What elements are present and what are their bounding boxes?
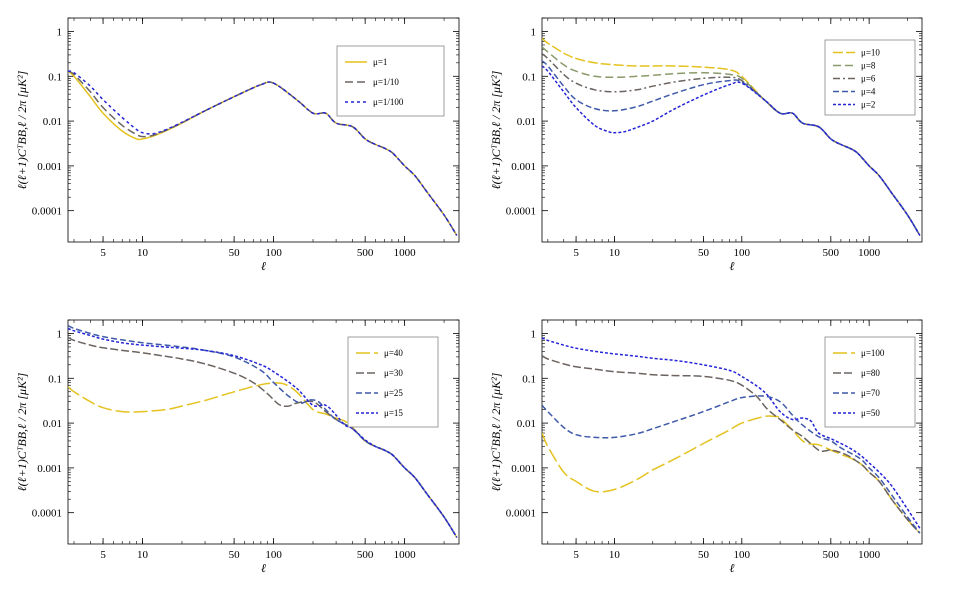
plot-frame	[541, 17, 923, 243]
x-tick-label: 10	[609, 247, 621, 259]
y-axis-label: ℓ(ℓ+1)CᵀBB,ℓ / 2π [μK²]	[489, 372, 503, 491]
x-tick-label: 50	[698, 247, 710, 259]
legend-entry: μ=1/10	[373, 77, 399, 87]
x-tick-label: 5	[573, 549, 579, 561]
legend: μ=1 μ=1/10 μ=1/100	[336, 45, 445, 117]
y-tick-label: 0.001	[511, 463, 536, 475]
plot-frame	[67, 319, 460, 545]
y-tick-label: 0.1	[48, 373, 62, 385]
y-axis-label: ℓ(ℓ+1)CᵀBB,ℓ / 2π [μK²]	[15, 372, 29, 491]
y-tick-label: 0.0001	[32, 206, 62, 218]
x-tick-label: 500	[823, 549, 840, 561]
chart-panel-top-left: 5 10 50 100 500 1000 0.0001 0.001 0.01 0.1 1 ℓ ℓ(ℓ+1…	[15, 17, 460, 273]
y-tick-label: 0.001	[511, 161, 536, 173]
y-tick-label: 1	[57, 26, 63, 38]
y-tick-label: 0.01	[43, 116, 62, 128]
series-line	[542, 395, 921, 534]
legend-entry: μ=1/100	[373, 97, 404, 107]
x-tick-label: 10	[137, 549, 149, 561]
x-tick-label: 1000	[394, 247, 417, 259]
y-tick-label: 0.01	[517, 116, 536, 128]
series-line	[68, 327, 458, 538]
legend-entry: μ=25	[384, 388, 403, 398]
y-tick-label: 1	[531, 26, 537, 38]
y-tick-label: 0.1	[48, 71, 62, 83]
y-tick-label: 0.01	[43, 418, 62, 430]
legend-entry: μ=40	[384, 348, 403, 358]
y-tick-label: 0.01	[517, 418, 536, 430]
chart-panel-top-right: 5 10 50 100 500 1000 0.0001 0.001 0.01 0.1 1 ℓ ℓ(ℓ+1…	[489, 17, 923, 273]
legend-entry: μ=1	[373, 57, 387, 67]
x-axis-label: ℓ	[261, 561, 266, 575]
x-tick-label: 1000	[858, 549, 881, 561]
y-tick-label: 0.1	[522, 71, 536, 83]
x-tick-label: 100	[265, 247, 282, 259]
x-tick-label: 1000	[858, 247, 881, 259]
series-line	[542, 415, 921, 534]
legend-entry: μ=4	[861, 87, 876, 97]
x-tick-label: 5	[100, 549, 106, 561]
legend-entry: μ=50	[861, 408, 880, 418]
x-tick-label: 5	[100, 247, 106, 259]
legend-entry: μ=15	[384, 408, 403, 418]
legend: μ=10 μ=8 μ=6 μ=4 μ=2	[824, 39, 916, 116]
series-line	[542, 60, 921, 236]
legend-entry: μ=2	[861, 100, 875, 110]
legend-entry: μ=8	[861, 61, 876, 71]
series-line	[68, 70, 458, 236]
legend-box	[336, 45, 445, 117]
legend: μ=40 μ=30 μ=25 μ=15	[347, 336, 439, 428]
series-line	[542, 355, 921, 534]
x-tick-label: 5	[573, 247, 579, 259]
y-tick-label: 0.1	[522, 373, 536, 385]
x-tick-label: 500	[823, 247, 840, 259]
x-tick-label: 1000	[394, 549, 417, 561]
x-tick-label: 10	[137, 247, 149, 259]
x-tick-label: 500	[357, 549, 374, 561]
legend-entry: μ=70	[861, 388, 880, 398]
x-axis-label: ℓ	[261, 259, 266, 273]
legend-entry: μ=30	[384, 368, 403, 378]
x-tick-label: 100	[265, 549, 282, 561]
x-tick-label: 50	[229, 247, 241, 259]
legend-entry: μ=80	[861, 368, 880, 378]
x-tick-label: 500	[357, 247, 374, 259]
y-tick-label: 1	[531, 328, 537, 340]
y-tick-label: 0.001	[37, 161, 62, 173]
y-axis-label: ℓ(ℓ+1)CᵀBB,ℓ / 2π [μK²]	[15, 70, 29, 189]
x-tick-label: 50	[229, 549, 241, 561]
x-tick-label: 100	[734, 549, 751, 561]
legend-box	[824, 336, 916, 428]
y-tick-label: 0.0001	[506, 508, 536, 520]
chart-panel-bottom-left: 5 10 50 100 500 1000 0.0001 0.001 0.01 0.1 1 ℓ ℓ(ℓ+1…	[15, 319, 460, 575]
x-tick-label: 100	[734, 247, 751, 259]
y-tick-label: 0.0001	[506, 206, 536, 218]
y-tick-label: 1	[57, 328, 63, 340]
legend-entry: μ=10	[861, 48, 880, 58]
y-tick-label: 0.001	[37, 463, 62, 475]
legend-box	[347, 336, 439, 428]
legend-entry: μ=6	[861, 74, 876, 84]
x-axis-label: ℓ	[730, 561, 735, 575]
x-axis-label: ℓ	[730, 259, 735, 273]
y-tick-label: 0.0001	[32, 508, 62, 520]
x-tick-label: 50	[698, 549, 710, 561]
x-tick-label: 10	[609, 549, 621, 561]
legend-entry: μ=100	[861, 348, 885, 358]
plot-frame	[67, 17, 460, 243]
y-axis-label: ℓ(ℓ+1)CᵀBB,ℓ / 2π [μK²]	[489, 70, 503, 189]
plot-frame	[541, 319, 923, 545]
series-line	[68, 70, 458, 236]
series-line	[542, 65, 921, 236]
series-line	[542, 337, 921, 529]
legend: μ=100 μ=80 μ=70 μ=50	[824, 336, 916, 428]
chart-panel-bottom-right: 5 10 50 100 500 1000 0.0001 0.001 0.01 0.1 1 ℓ ℓ(ℓ+1…	[489, 319, 923, 575]
